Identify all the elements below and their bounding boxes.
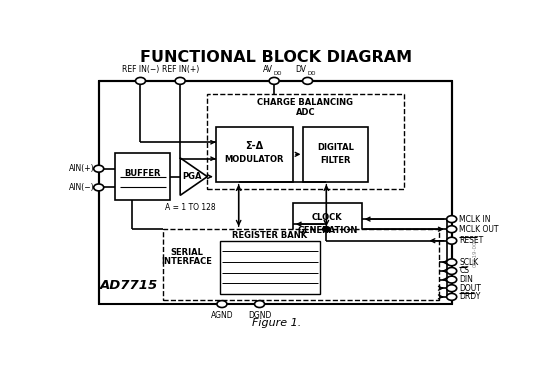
Text: CHARGE BALANCING: CHARGE BALANCING [258, 98, 354, 107]
Text: DD: DD [274, 71, 282, 76]
Text: PGA: PGA [182, 172, 202, 181]
FancyBboxPatch shape [99, 81, 452, 304]
Text: AIN(−): AIN(−) [69, 183, 94, 192]
Circle shape [447, 237, 457, 244]
Circle shape [447, 294, 457, 300]
Circle shape [447, 267, 457, 275]
Circle shape [269, 77, 279, 84]
Circle shape [323, 227, 330, 232]
Text: REF IN(−): REF IN(−) [122, 65, 159, 74]
Text: GENERATION: GENERATION [297, 226, 357, 235]
Circle shape [447, 226, 457, 233]
FancyBboxPatch shape [216, 127, 293, 182]
FancyBboxPatch shape [163, 229, 439, 300]
Text: INTERFACE: INTERFACE [161, 257, 212, 266]
Circle shape [94, 184, 103, 191]
Text: DGND: DGND [248, 311, 271, 320]
Text: REF IN(+): REF IN(+) [162, 65, 199, 74]
Circle shape [447, 216, 457, 223]
Text: AIN(+): AIN(+) [69, 164, 94, 173]
FancyBboxPatch shape [208, 94, 404, 189]
Text: SCLK: SCLK [459, 258, 479, 267]
Circle shape [447, 259, 457, 266]
Text: A = 1 TO 128: A = 1 TO 128 [165, 203, 216, 212]
Polygon shape [180, 158, 208, 195]
FancyBboxPatch shape [303, 127, 368, 182]
Text: RESET: RESET [459, 236, 483, 245]
Text: MCLK OUT: MCLK OUT [459, 225, 499, 234]
Circle shape [94, 165, 103, 172]
Circle shape [175, 77, 185, 84]
Text: ADC: ADC [296, 108, 315, 117]
Text: DOUT: DOUT [459, 284, 481, 293]
Text: 08519-001: 08519-001 [472, 237, 477, 267]
Text: MCLK IN: MCLK IN [459, 215, 490, 224]
Text: Figure 1.: Figure 1. [252, 318, 301, 328]
Text: DD: DD [307, 71, 315, 76]
Text: DV: DV [295, 65, 306, 74]
Circle shape [135, 77, 146, 84]
Text: DIGITAL: DIGITAL [317, 142, 354, 151]
Text: BUFFER: BUFFER [125, 169, 161, 178]
Text: AV: AV [263, 65, 273, 74]
Text: AD7715: AD7715 [100, 279, 158, 292]
Circle shape [447, 285, 457, 292]
Text: SERIAL: SERIAL [170, 248, 203, 257]
Circle shape [254, 301, 265, 307]
Text: Σ-Δ: Σ-Δ [245, 141, 264, 151]
Text: AGND: AGND [211, 311, 233, 320]
Text: REGISTER BANK: REGISTER BANK [232, 231, 308, 240]
Text: FILTER: FILTER [321, 156, 351, 165]
Text: FUNCTIONAL BLOCK DIAGRAM: FUNCTIONAL BLOCK DIAGRAM [140, 50, 412, 65]
Text: CLOCK: CLOCK [312, 213, 343, 222]
FancyBboxPatch shape [115, 153, 170, 200]
Circle shape [302, 77, 313, 84]
Text: DRDY: DRDY [459, 292, 481, 301]
Text: DIN: DIN [459, 275, 473, 284]
Text: CS: CS [459, 266, 469, 275]
Text: MODULATOR: MODULATOR [225, 155, 284, 164]
FancyBboxPatch shape [293, 203, 362, 245]
FancyBboxPatch shape [220, 241, 320, 294]
Circle shape [447, 276, 457, 283]
Circle shape [217, 301, 227, 307]
